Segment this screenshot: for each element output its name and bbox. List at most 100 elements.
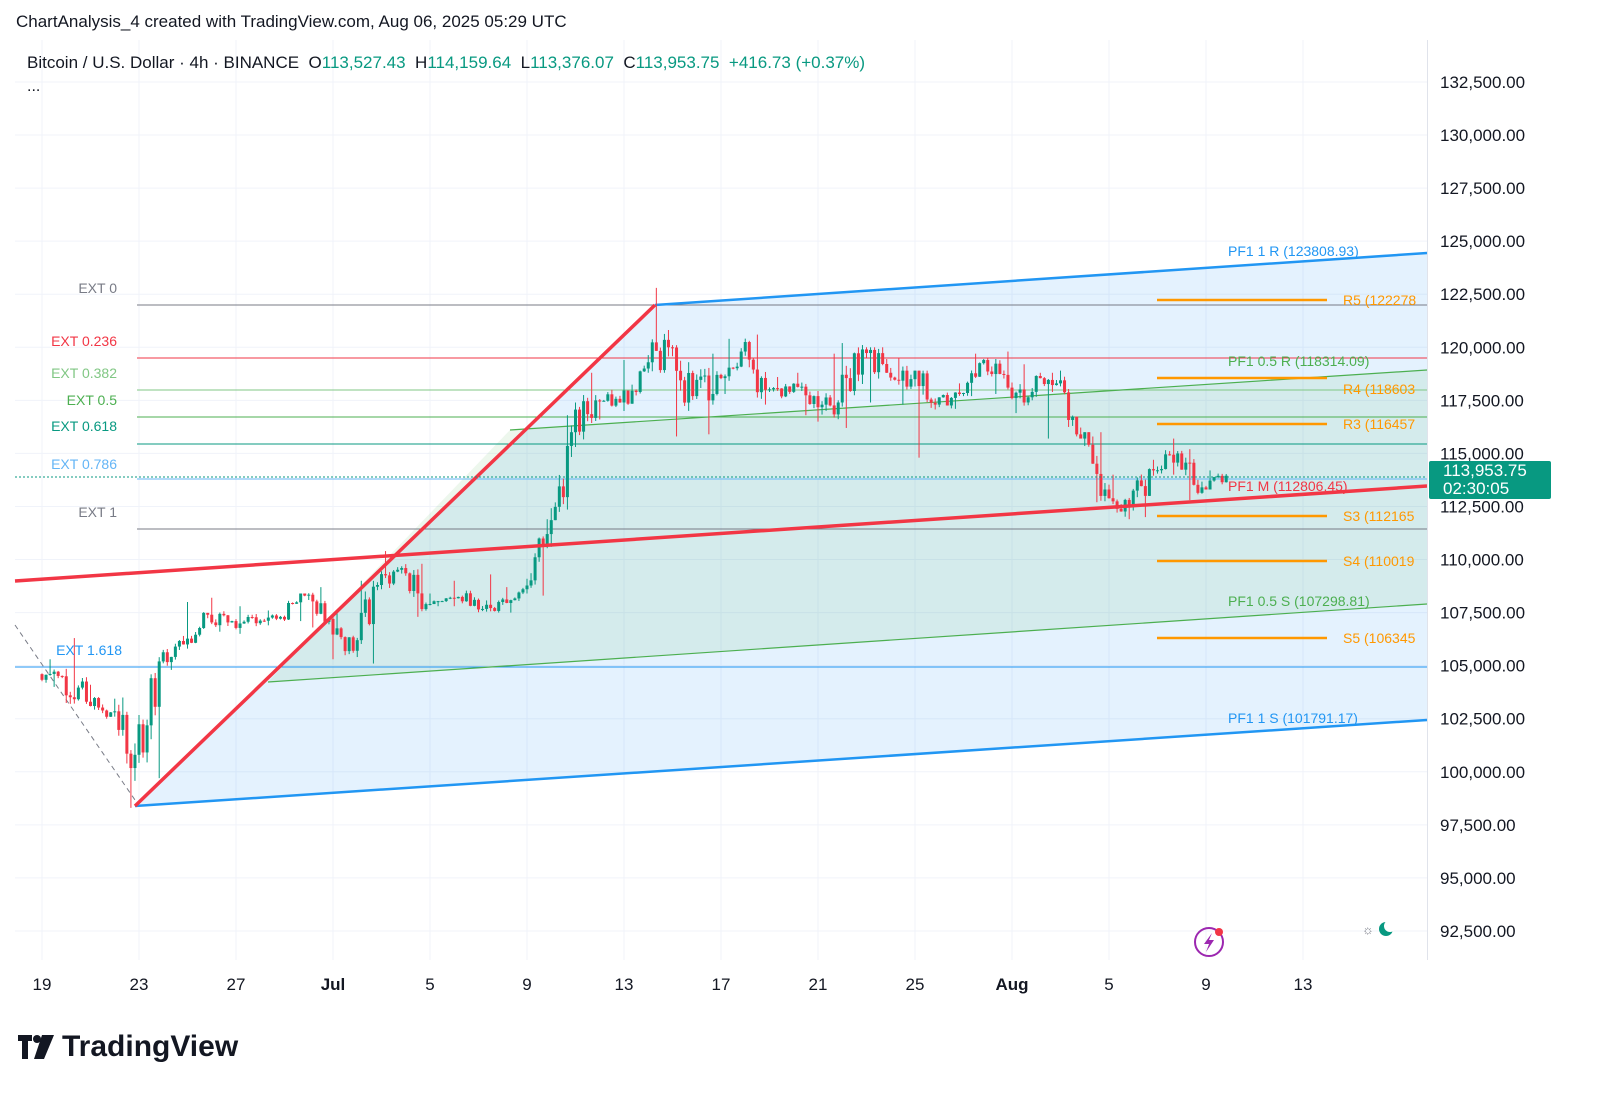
x-tick-label: Aug	[995, 975, 1028, 994]
candle-body	[1192, 462, 1196, 485]
candle-body	[509, 600, 513, 603]
candle-body	[1135, 480, 1139, 491]
candle-body	[355, 640, 359, 651]
candle-body	[1083, 432, 1087, 439]
more-button[interactable]: ...	[27, 78, 41, 95]
candle-body	[84, 681, 88, 702]
candle-body	[60, 675, 64, 677]
symbol-name[interactable]: Bitcoin / U.S. Dollar · 4h · BINANCE	[27, 53, 300, 72]
candle-body	[456, 596, 460, 599]
candle-body	[262, 620, 266, 622]
candle-body	[250, 617, 254, 619]
candle-body	[1111, 498, 1115, 502]
candle-body	[1127, 499, 1131, 507]
candle-body	[177, 640, 181, 647]
candle-body	[941, 395, 945, 398]
open-value: 113,527.43	[321, 53, 406, 72]
candle-body	[367, 599, 371, 625]
high-value: 114,159.64	[427, 53, 512, 72]
candle-body	[432, 601, 436, 605]
candle-body	[416, 574, 420, 594]
candle-body	[1067, 392, 1071, 420]
candle-body	[873, 349, 877, 373]
lightning-icon[interactable]	[1194, 927, 1224, 957]
candle-body	[881, 353, 885, 364]
x-tick-label: 21	[809, 975, 828, 994]
candle-body	[214, 622, 218, 626]
candle-body	[962, 393, 965, 395]
candle-body	[477, 599, 480, 610]
x-tick-label: 19	[33, 975, 52, 994]
candle-body	[72, 697, 76, 700]
candle-body	[165, 652, 169, 663]
candle-body	[703, 375, 707, 377]
candle-body	[291, 603, 295, 605]
candle-body	[751, 359, 755, 370]
candle-body	[800, 386, 804, 388]
candle-body	[998, 363, 1002, 374]
pitchfork-lower	[134, 718, 1428, 808]
candle-body	[246, 617, 250, 622]
candle-body	[186, 638, 189, 645]
candle-body	[820, 404, 824, 408]
candle-body	[1204, 487, 1208, 490]
candle-body	[804, 386, 808, 396]
candle-body	[448, 597, 452, 599]
open-label: O	[308, 53, 322, 72]
candle-body	[1034, 376, 1038, 392]
annotation-labels: EXT 0 EXT 0.236 EXT 0.382 EXT 0.5 EXT 0.…	[51, 243, 1416, 726]
candle-body	[1184, 462, 1188, 470]
candle-body	[759, 377, 763, 393]
candle-body	[848, 378, 852, 391]
candle-body	[1002, 373, 1006, 375]
candle-body	[141, 724, 145, 753]
candle-body	[428, 604, 432, 606]
candle-body	[836, 402, 840, 415]
candle-body	[266, 617, 270, 621]
candle-body	[662, 339, 666, 371]
candle-body	[412, 574, 416, 592]
chart-caption: ChartAnalysis_4 created with TradingView…	[16, 12, 567, 31]
x-tick-label: 25	[906, 975, 925, 994]
pitchfork-label: PF1 0.5 S (107298.81)	[1228, 593, 1370, 609]
candle-body	[218, 613, 222, 626]
candle-body	[274, 615, 278, 619]
candle-body	[363, 599, 367, 613]
price-axis[interactable]: 132,500.00 130,000.00 127,500.00 125,000.00…	[1440, 73, 1525, 941]
x-tick-label: 13	[615, 975, 634, 994]
y-tick-label: 130,000.00	[1440, 126, 1525, 145]
candle-body	[695, 379, 699, 397]
pivot-label: S3 (112165	[1343, 508, 1415, 524]
candle-body	[1059, 380, 1062, 384]
candle-body	[1172, 454, 1176, 463]
candle-body	[582, 401, 586, 432]
candle-body	[687, 372, 691, 403]
candle-body	[335, 628, 339, 635]
candle-body	[129, 753, 133, 769]
candle-body	[1091, 444, 1095, 464]
fib-label: EXT 0	[78, 280, 117, 296]
candle-body	[283, 616, 286, 620]
candle-body	[937, 397, 941, 405]
candle-body	[917, 370, 921, 387]
candle-body	[440, 601, 444, 603]
candle-body	[646, 362, 650, 369]
candle-body	[1224, 475, 1228, 483]
candle-body	[865, 349, 868, 354]
time-axis[interactable]: 19 23 27 Jul 5 9 13 17 21 25 Aug 5 9 13	[33, 975, 1313, 994]
candle-body	[776, 388, 780, 390]
candle-body	[715, 374, 719, 394]
theme-toggle-icon[interactable]: ☼	[1362, 920, 1396, 937]
candle-body	[921, 373, 925, 387]
candle-body	[489, 604, 493, 609]
candle-body	[529, 580, 533, 586]
candle-body	[493, 608, 497, 611]
candle-body	[978, 363, 982, 377]
candle-body	[711, 393, 715, 401]
candle-body	[901, 370, 905, 381]
tradingview-logo[interactable]: TradingView	[18, 1030, 238, 1064]
x-tick-label: 9	[1201, 975, 1210, 994]
candle-body	[561, 486, 565, 498]
candle-body	[578, 409, 582, 432]
